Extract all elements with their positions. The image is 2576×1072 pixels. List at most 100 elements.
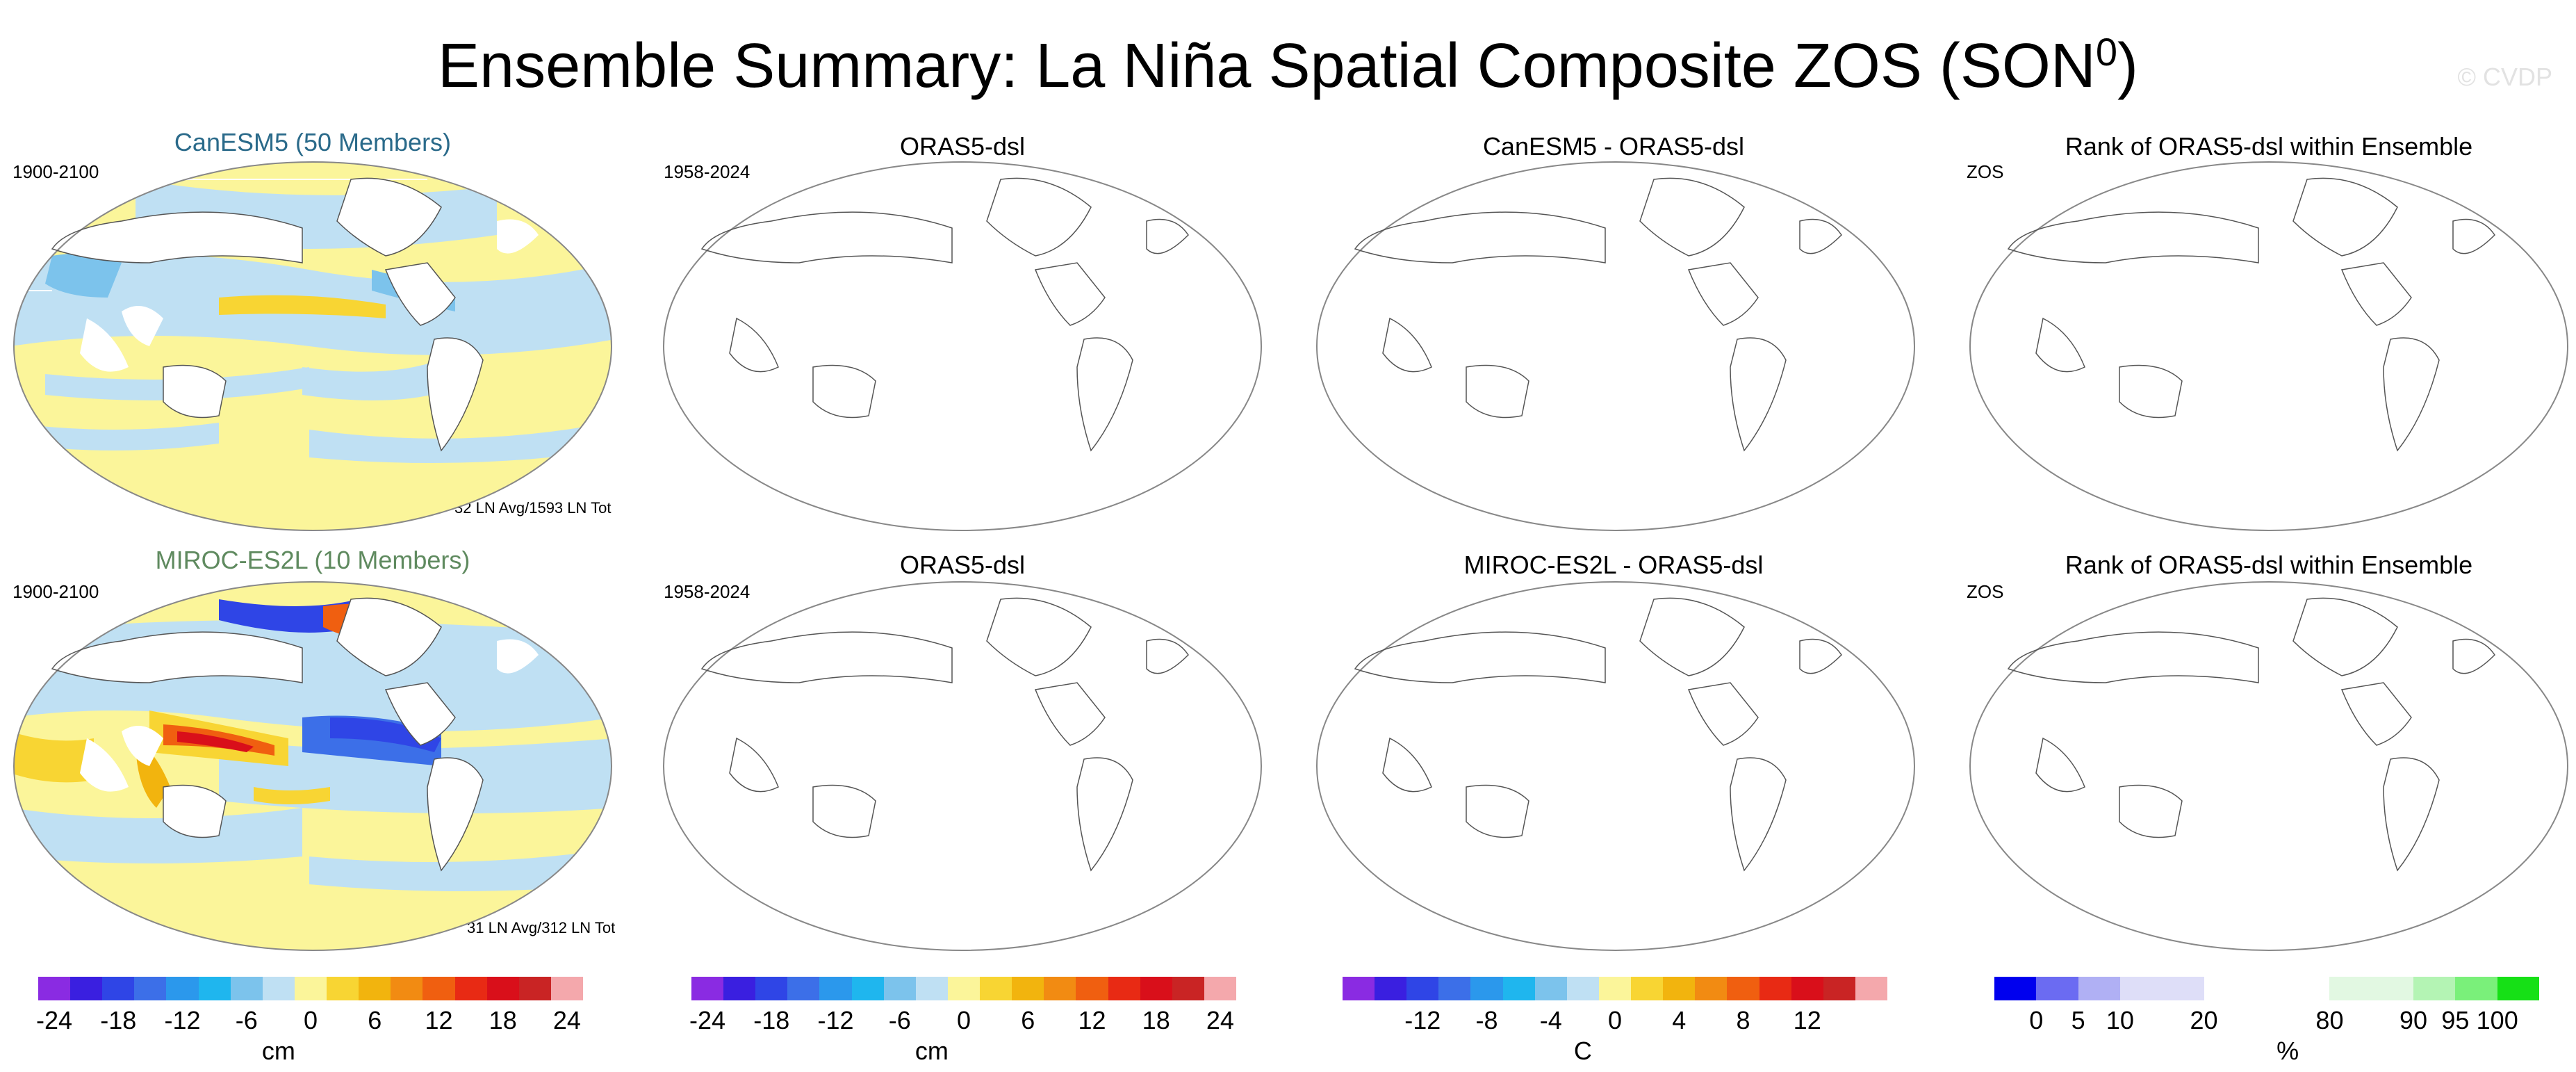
colorbar-swatch bbox=[38, 977, 71, 1000]
colorbar-swatch bbox=[1663, 977, 1696, 1000]
colorbar-swatch bbox=[947, 977, 981, 1000]
colorbar-swatch bbox=[2078, 977, 2121, 1000]
row1-obs-map bbox=[663, 161, 1262, 531]
row2-rank-map bbox=[1969, 581, 2568, 951]
colorbar-tick-label: 80 bbox=[2315, 1006, 2344, 1034]
colorbar-swatch bbox=[2413, 977, 2456, 1000]
row2-rank-title: Rank of ORAS5-dsl within Ensemble bbox=[2065, 551, 2473, 579]
colorbar-unit-label: cm bbox=[914, 1037, 949, 1065]
colorbar-swatch bbox=[70, 977, 103, 1000]
colorbar-swatch bbox=[294, 977, 327, 1000]
colorbar-swatch bbox=[2036, 977, 2079, 1000]
colorbar-swatch bbox=[1994, 977, 2037, 1000]
colorbar-swatch bbox=[1695, 977, 1728, 1000]
colorbar-1: -24 -18 -12 -6 0 6 12 18 24 cm bbox=[36, 977, 584, 1067]
figure-title: Ensemble Summary: La Niña Spatial Compos… bbox=[0, 14, 2576, 104]
row2-model-title: MIROC-ES2L (10 Members) bbox=[155, 546, 470, 574]
row1-obs-title: ORAS5-dsl bbox=[899, 132, 1026, 161]
row1-rank-label: ZOS bbox=[1967, 161, 2004, 182]
row1-obs-years: 1958-2024 bbox=[664, 161, 750, 182]
colorbar-tick-label: 18 bbox=[489, 1006, 517, 1034]
colorbar-swatch bbox=[787, 977, 820, 1000]
figure-title-superscript: 0 bbox=[2095, 30, 2118, 74]
row1-model-map bbox=[13, 161, 612, 531]
row1-model-note: 32 LN Avg/1593 LN Tot bbox=[454, 499, 612, 517]
colorbar-swatch bbox=[1172, 977, 1205, 1000]
colorbar-tick-label: 4 bbox=[1672, 1006, 1687, 1034]
row2-model-years: 1900-2100 bbox=[13, 581, 99, 602]
colorbar-swatch bbox=[2245, 977, 2288, 1000]
row2-model-map bbox=[13, 581, 612, 951]
colorbar-tick-label: 0 bbox=[303, 1006, 318, 1034]
colorbar-swatch bbox=[166, 977, 199, 1000]
row1-diff-map bbox=[1316, 161, 1915, 531]
colorbar-swatch bbox=[423, 977, 456, 1000]
colorbar-swatch bbox=[1375, 977, 1407, 1000]
colorbar-swatch bbox=[518, 977, 552, 1000]
colorbar-swatch bbox=[2497, 977, 2540, 1000]
colorbar-tick-label: 95 bbox=[2441, 1006, 2470, 1034]
colorbar-swatch bbox=[2162, 977, 2205, 1000]
row2-rank-label: ZOS bbox=[1967, 581, 2004, 602]
colorbar-tick-label: 24 bbox=[552, 1006, 581, 1034]
colorbar-swatch bbox=[2119, 977, 2163, 1000]
colorbar-tick-label: 100 bbox=[2476, 1006, 2518, 1034]
colorbar-swatch bbox=[819, 977, 853, 1000]
colorbar-tick-label: 24 bbox=[1206, 1006, 1234, 1034]
colorbar-swatch bbox=[1204, 977, 1237, 1000]
row2-diff-title: MIROC-ES2L - ORAS5-dsl bbox=[1463, 551, 1764, 579]
colorbar-swatch bbox=[1502, 977, 1536, 1000]
colorbar-unit-label: cm bbox=[261, 1037, 295, 1065]
colorbar-tick-label: 0 bbox=[1607, 1006, 1623, 1034]
colorbar-swatch bbox=[723, 977, 756, 1000]
colorbar-2: -24 -18 -12 -6 0 6 12 18 24 cm bbox=[689, 977, 1237, 1067]
colorbar-3: -12 -8 -4 0 4 8 12 C bbox=[1343, 977, 1888, 1067]
colorbar-tick-label: 6 bbox=[1021, 1006, 1035, 1034]
colorbar-swatch bbox=[1534, 977, 1568, 1000]
colorbar-unit-label: % bbox=[2276, 1037, 2299, 1065]
row1-diff-title: CanESM5 - ORAS5-dsl bbox=[1482, 132, 1745, 161]
colorbar-tick-label: -24 bbox=[36, 1006, 73, 1034]
colorbar-swatch bbox=[755, 977, 788, 1000]
colorbar-tick-label: 12 bbox=[1793, 1006, 1821, 1034]
colorbar-tick-label: -18 bbox=[100, 1006, 137, 1034]
colorbar-swatch bbox=[2329, 977, 2372, 1000]
row1-rank-title: Rank of ORAS5-dsl within Ensemble bbox=[2065, 132, 2473, 161]
colorbar-tick-label: 90 bbox=[2399, 1006, 2428, 1034]
colorbar-unit-label: C bbox=[1573, 1037, 1592, 1065]
colorbar-tick-label: 18 bbox=[1142, 1006, 1170, 1034]
colorbar-swatch bbox=[980, 977, 1012, 1000]
colorbar-swatch bbox=[391, 977, 423, 1000]
colorbar-tick-label: -6 bbox=[888, 1006, 911, 1034]
colorbar-swatch bbox=[1855, 977, 1888, 1000]
colorbar-swatch bbox=[1470, 977, 1504, 1000]
colorbar-tick-label: 10 bbox=[2106, 1006, 2134, 1034]
colorbar-tick-label: 12 bbox=[425, 1006, 453, 1034]
colorbar-swatch bbox=[2455, 977, 2498, 1000]
colorbar-4: 0 5 10 20 80 90 95 100% bbox=[1994, 977, 2540, 1067]
figure-title-close: ) bbox=[2117, 31, 2139, 101]
cvdp-watermark: © CVDP bbox=[2457, 63, 2552, 91]
colorbar-swatch bbox=[1791, 977, 1824, 1000]
colorbar-swatch bbox=[1076, 977, 1109, 1000]
colorbar-swatch bbox=[1631, 977, 1664, 1000]
colorbar-swatch bbox=[1012, 977, 1044, 1000]
colorbar-swatch bbox=[1823, 977, 1856, 1000]
colorbar-swatch bbox=[2204, 977, 2247, 1000]
colorbar-swatch bbox=[691, 977, 724, 1000]
colorbar-tick-label: 0 bbox=[2029, 1006, 2044, 1034]
colorbar-swatch bbox=[1727, 977, 1760, 1000]
colorbar-tick-label: 12 bbox=[1078, 1006, 1106, 1034]
colorbar-swatch bbox=[1343, 977, 1375, 1000]
row2-obs-map bbox=[663, 581, 1262, 951]
colorbar-tick-label: -18 bbox=[753, 1006, 790, 1034]
figure-title-text: Ensemble Summary: La Niña Spatial Compos… bbox=[437, 31, 2096, 101]
row2-obs-title: ORAS5-dsl bbox=[899, 551, 1026, 579]
colorbar-swatch bbox=[198, 977, 231, 1000]
colorbar-swatch bbox=[915, 977, 949, 1000]
colorbar-swatch bbox=[230, 977, 263, 1000]
colorbar-tick-label: -12 bbox=[817, 1006, 854, 1034]
row2-diff-map bbox=[1316, 581, 1915, 951]
colorbar-swatch bbox=[851, 977, 885, 1000]
colorbar-tick-label: -4 bbox=[1539, 1006, 1562, 1034]
